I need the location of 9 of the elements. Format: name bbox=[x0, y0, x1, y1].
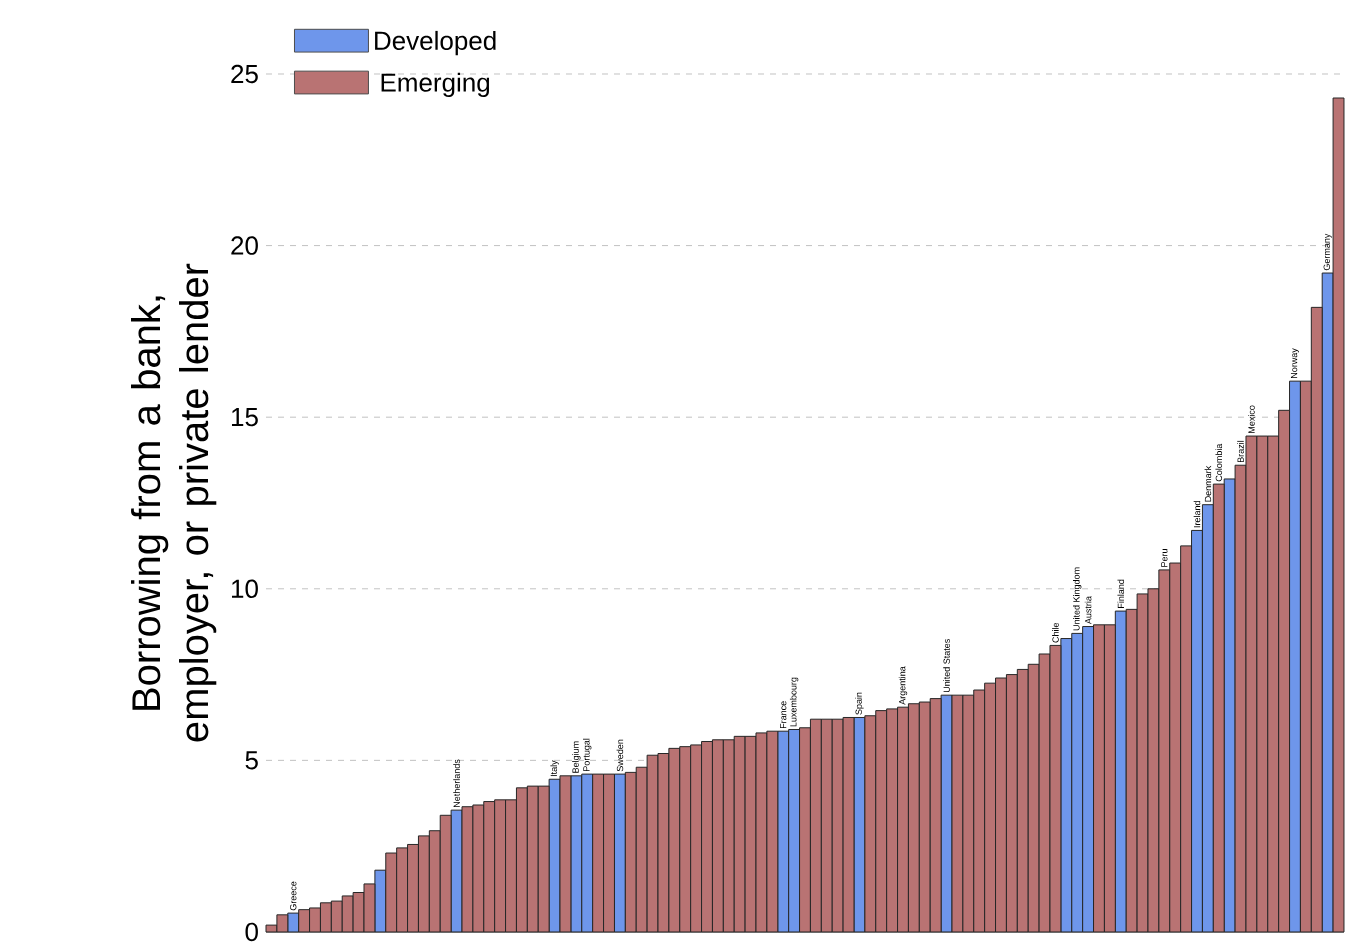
y-axis-title: Borrowing from a bank, employer, or private lender bbox=[131, 263, 217, 742]
y-tick-label: 10 bbox=[232, 579, 258, 599]
y-tick-label: 15 bbox=[232, 408, 258, 427]
y-tick-label: 5 bbox=[245, 751, 258, 770]
legend-label: Emerging bbox=[381, 72, 490, 98]
y-tick-label: 0 bbox=[245, 922, 258, 942]
y-tick-label: 25 bbox=[231, 64, 258, 84]
legend-label: Developed bbox=[375, 30, 496, 56]
y-tick-label: 20 bbox=[231, 236, 258, 255]
